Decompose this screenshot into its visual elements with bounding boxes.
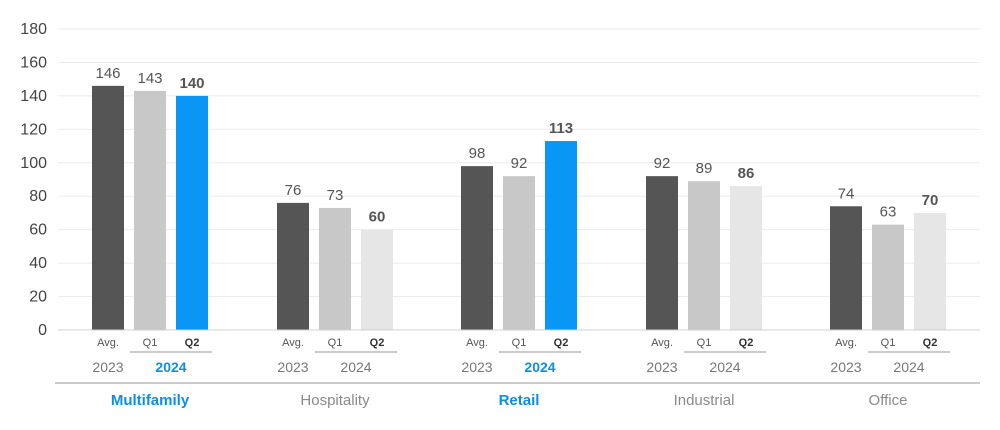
category-label-industrial: Industrial: [674, 392, 735, 409]
sub-category-label: Q1: [143, 337, 158, 349]
data-label: 98: [469, 145, 486, 162]
bar-multifamily-q2: [176, 95, 208, 330]
year-label: 2023: [830, 359, 861, 375]
sub-category-label: Q1: [328, 337, 343, 349]
year-label: 2024: [524, 359, 555, 375]
y-tick-label: 100: [20, 155, 47, 172]
year-label: 2024: [893, 359, 924, 375]
bar-multifamily-q1: [134, 90, 166, 330]
sub-category-label: Q2: [739, 337, 754, 349]
y-tick-label: 60: [29, 222, 47, 239]
bar-industrial-avg: [646, 176, 678, 330]
data-label: 146: [95, 65, 120, 82]
bar-hospitality-q1: [319, 207, 351, 330]
data-label: 86: [738, 165, 755, 182]
data-label: 89: [696, 160, 713, 177]
year-label: 2024: [340, 359, 371, 375]
bar-multifamily-avg: [92, 85, 124, 330]
sub-category-label: Avg.: [282, 337, 304, 349]
bar-hospitality-q2: [361, 229, 393, 330]
sub-category-label: Avg.: [835, 337, 857, 349]
bar-retail-avg: [461, 166, 493, 330]
year-label: 2023: [461, 359, 492, 375]
bar-office-q2: [914, 212, 946, 330]
sub-category-label: Q2: [554, 337, 569, 349]
y-tick-label: 180: [20, 21, 47, 38]
sub-category-label: Q1: [512, 337, 527, 349]
y-tick-label: 80: [29, 188, 47, 205]
sub-category-label: Avg.: [651, 337, 673, 349]
sub-category-label: Q2: [923, 337, 938, 349]
data-label: 74: [838, 185, 855, 202]
y-tick-label: 40: [29, 255, 47, 272]
bar-retail-q2: [545, 141, 577, 330]
data-label: 143: [137, 70, 162, 87]
y-tick-label: 160: [20, 54, 47, 71]
bar-office-q1: [872, 224, 904, 330]
data-label: 76: [285, 182, 302, 199]
data-label: 63: [880, 204, 897, 221]
sub-category-label: Q1: [697, 337, 712, 349]
year-label: 2023: [92, 359, 123, 375]
sub-category-label: Q2: [370, 337, 385, 349]
sub-category-label: Avg.: [466, 337, 488, 349]
data-label: 70: [922, 192, 939, 209]
data-label: 60: [369, 209, 386, 226]
bar-hospitality-avg: [277, 202, 309, 330]
y-tick-label: 20: [29, 289, 47, 306]
sub-category-label: Avg.: [97, 337, 119, 349]
category-label-multifamily: Multifamily: [111, 392, 190, 409]
sub-category-label: Q1: [881, 337, 896, 349]
year-label: 2024: [155, 359, 186, 375]
data-label: 140: [179, 75, 204, 92]
year-label: 2024: [709, 359, 740, 375]
bar-retail-q1: [503, 176, 535, 330]
sub-category-label: Q2: [185, 337, 200, 349]
bar-office-avg: [830, 206, 862, 330]
category-label-retail: Retail: [499, 392, 540, 409]
bar-industrial-q2: [730, 186, 762, 330]
category-label-office: Office: [869, 392, 908, 409]
y-tick-label: 0: [38, 322, 47, 339]
y-tick-label: 140: [20, 88, 47, 105]
data-label: 92: [654, 155, 671, 172]
bar-industrial-q1: [688, 181, 720, 330]
data-label: 92: [511, 155, 528, 172]
y-tick-label: 120: [20, 121, 47, 138]
year-label: 2023: [646, 359, 677, 375]
year-label: 2023: [277, 359, 308, 375]
data-label: 113: [549, 120, 573, 137]
data-label: 73: [327, 187, 344, 204]
category-label-hospitality: Hospitality: [300, 392, 370, 409]
